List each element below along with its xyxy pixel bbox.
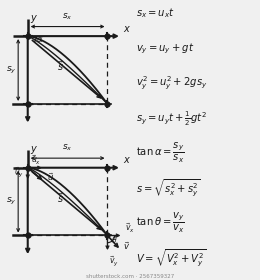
Text: $\vec{s}$: $\vec{s}$ xyxy=(57,191,65,205)
Text: shutterstock.com · 2567359327: shutterstock.com · 2567359327 xyxy=(86,274,174,279)
Text: $\alpha$: $\alpha$ xyxy=(36,35,43,44)
Text: $V = \sqrt{V_x^2 + V_y^2}$: $V = \sqrt{V_x^2 + V_y^2}$ xyxy=(136,248,207,269)
Text: $v_y^2 = u_y^2 + 2gs_y$: $v_y^2 = u_y^2 + 2gs_y$ xyxy=(136,75,208,92)
Text: $v_y = u_y + gt$: $v_y = u_y + gt$ xyxy=(136,41,195,56)
Text: $\vec{u}_y$: $\vec{u}_y$ xyxy=(14,165,24,179)
Text: $\vec{u}$: $\vec{u}$ xyxy=(47,171,54,183)
Text: $s_y$: $s_y$ xyxy=(6,64,17,76)
Text: $s_x$: $s_x$ xyxy=(62,11,73,22)
Text: y: y xyxy=(30,144,36,154)
Text: $s_y$: $s_y$ xyxy=(6,196,17,207)
Text: $\vec{s}$: $\vec{s}$ xyxy=(57,60,65,73)
Text: $\vec{v}$: $\vec{v}$ xyxy=(123,241,130,252)
Text: x: x xyxy=(124,24,129,34)
Text: $s_x = u_x t$: $s_x = u_x t$ xyxy=(136,7,176,20)
Text: $\vec{v}_x$: $\vec{v}_x$ xyxy=(125,221,135,235)
Text: y: y xyxy=(30,13,36,23)
Text: $s = \sqrt{s_x^2 + s_y^2}$: $s = \sqrt{s_x^2 + s_y^2}$ xyxy=(136,178,201,199)
Text: $\tan\alpha = \dfrac{s_y}{s_x}$: $\tan\alpha = \dfrac{s_y}{s_x}$ xyxy=(136,141,185,165)
Text: $\tan\theta = \dfrac{v_y}{v_x}$: $\tan\theta = \dfrac{v_y}{v_x}$ xyxy=(136,211,185,235)
Text: $\vec{u}_x$: $\vec{u}_x$ xyxy=(31,154,41,167)
Text: x: x xyxy=(124,155,129,165)
Text: $\theta$: $\theta$ xyxy=(112,234,118,245)
Text: $s_x$: $s_x$ xyxy=(62,143,73,153)
Text: $s_y = u_y t + \frac{1}{2}gt^2$: $s_y = u_y t + \frac{1}{2}gt^2$ xyxy=(136,109,208,128)
Text: $\vec{v}_y$: $\vec{v}_y$ xyxy=(109,254,119,268)
